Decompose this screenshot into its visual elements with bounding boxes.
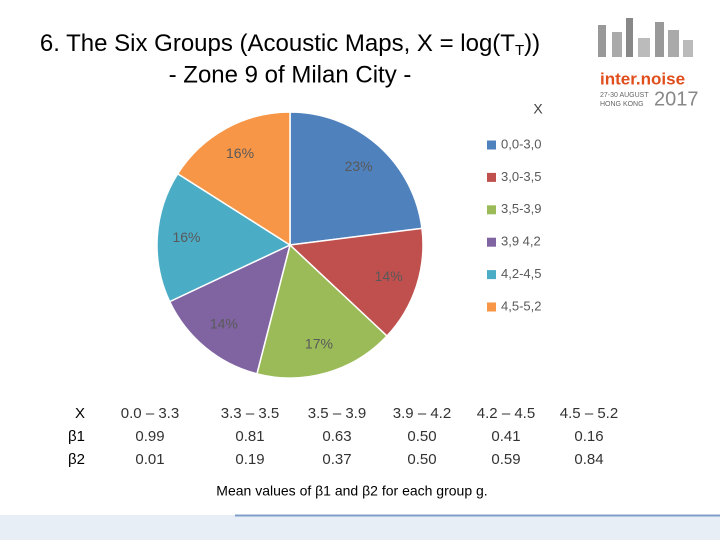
table-cell: 0.63	[322, 428, 351, 445]
table-cell: 0.01	[135, 451, 164, 468]
slide-title: 6. The Six Groups (Acoustic Maps, X = lo…	[40, 30, 540, 59]
table-cell: 3.3 – 3.5	[221, 405, 279, 422]
table-cell: 0.37	[322, 451, 351, 468]
legend-swatch	[487, 140, 496, 150]
logo-year: 2017	[654, 88, 699, 110]
legend-title: X	[533, 101, 543, 117]
skyline	[683, 40, 693, 57]
table-cell: 0.81	[235, 428, 264, 445]
legend-swatch	[487, 270, 496, 280]
skyline	[655, 22, 664, 57]
logo: inter.noise 27-30 AUGUST HONG KONG 2017	[598, 18, 699, 110]
table-cell: 0.19	[235, 451, 264, 468]
pie-slice	[289, 111, 423, 246]
pie-slice	[256, 243, 389, 379]
table-cell: 4.2 – 4.5	[477, 405, 535, 422]
table-cell: 0.50	[407, 451, 436, 468]
skyline	[668, 30, 679, 57]
table-cell: 0.50	[407, 428, 436, 445]
title-text: 6. The Six Groups (Acoustic Maps, X = lo…	[40, 30, 515, 57]
table-cell: 3.5 – 3.9	[308, 405, 366, 422]
pie-slice	[156, 172, 292, 303]
legend-swatch	[487, 302, 496, 312]
table-cell: 0.59	[491, 451, 520, 468]
title-text: ))	[524, 30, 540, 57]
table-cell: 0.41	[491, 428, 520, 445]
pie-slice	[168, 243, 292, 375]
logo-brand: inter.noise	[600, 69, 685, 88]
table-cell: 0.84	[574, 451, 603, 468]
table-cell: 0.99	[135, 428, 164, 445]
legend-swatch	[487, 205, 496, 215]
row-header: β1	[68, 428, 85, 445]
slice-label: 16%	[226, 145, 254, 161]
slice-label: 14%	[375, 268, 403, 284]
table-cell: 3.9 – 4.2	[393, 405, 451, 422]
skyline	[612, 32, 622, 57]
legend-label: 4,5-5,2	[501, 298, 541, 313]
table-cell: 0.16	[574, 428, 603, 445]
slide-subtitle: - Zone 9 of Milan City -	[169, 61, 412, 88]
footer-band	[0, 515, 720, 540]
legend-label: 0,0-3,0	[501, 136, 541, 151]
pie-slice	[176, 111, 291, 247]
skyline	[598, 25, 606, 57]
slice-label: 23%	[345, 158, 373, 174]
legend-swatch	[487, 237, 496, 247]
row-header: β2	[68, 451, 85, 468]
skyline	[638, 38, 650, 57]
logo-dates: 27-30 AUGUST	[600, 92, 649, 99]
slice-label: 16%	[172, 229, 200, 245]
pie-slice	[288, 227, 424, 338]
slice-label: 17%	[305, 335, 333, 351]
table-cell: 4.5 – 5.2	[560, 405, 618, 422]
table-caption: Mean values of β1 and β2 for each group …	[216, 483, 487, 499]
table-cell: 0.0 – 3.3	[121, 405, 179, 422]
legend-label: 3,0-3,5	[501, 169, 541, 184]
legend-label: 3,5-3,9	[501, 201, 541, 216]
title-subscript: T	[515, 42, 524, 59]
logo-city: HONG KONG	[600, 101, 644, 108]
skyline	[626, 18, 633, 57]
legend-label: 3,9 4,2	[501, 234, 541, 249]
legend-swatch	[487, 172, 496, 182]
slice-label: 14%	[210, 316, 238, 332]
row-header: X	[75, 405, 85, 422]
legend-label: 4,2-4,5	[501, 266, 541, 281]
